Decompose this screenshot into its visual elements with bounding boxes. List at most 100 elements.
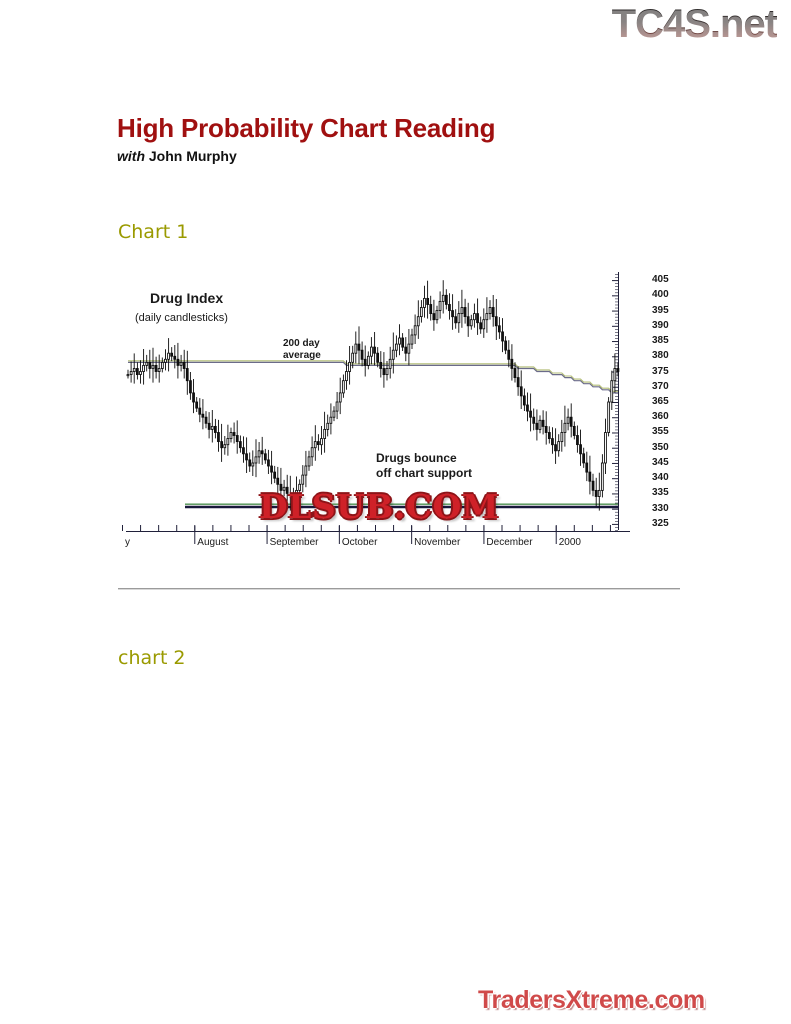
candle-body — [460, 307, 464, 315]
candle-body — [207, 422, 211, 430]
candle-body — [126, 374, 130, 377]
candle-body — [366, 355, 370, 366]
footer-brand-logo: TradersXtreme.com — [478, 986, 705, 1014]
candle-body — [469, 319, 473, 327]
chart-1-figure: Drug Index (daily candlesticks) 200 day … — [118, 268, 680, 560]
candle-body — [419, 307, 423, 318]
candle-body — [382, 368, 386, 376]
candle-body — [535, 422, 539, 430]
candle-body — [466, 316, 470, 327]
candle-body — [444, 294, 448, 305]
candle-body — [338, 392, 342, 403]
support-annotation-line-1: Drugs bounce — [376, 451, 457, 465]
site-brand-logo: TC4S.net — [611, 2, 778, 46]
byline-prefix: with — [117, 148, 145, 164]
candle-body — [563, 422, 567, 433]
candle-body — [526, 404, 529, 412]
candle-body — [160, 361, 164, 369]
candle-body — [576, 435, 579, 446]
candle-body — [263, 453, 267, 461]
candle-body — [201, 413, 205, 418]
candle-body — [519, 386, 523, 397]
candle-body — [326, 422, 330, 430]
candle-body — [189, 380, 192, 394]
candle-body — [291, 496, 295, 499]
byline: with John Murphy — [117, 148, 237, 164]
candle-body — [597, 489, 601, 497]
candle-body — [273, 471, 277, 479]
candle-body — [604, 432, 607, 464]
candle-body — [195, 401, 199, 409]
candle-body — [335, 401, 339, 412]
candle-body — [157, 368, 161, 372]
candle-body — [285, 486, 289, 494]
candle-body — [304, 465, 308, 476]
candle-body — [544, 425, 548, 433]
candle-body — [547, 432, 551, 440]
support-annotation: Drugs bounce off chart support — [376, 451, 472, 481]
candle-body — [404, 346, 408, 354]
candle-body — [429, 304, 433, 315]
candle-body — [345, 371, 348, 382]
candle-body — [223, 444, 227, 449]
candle-body — [348, 361, 351, 372]
support-line — [185, 503, 618, 509]
candlestick-chart-svg — [118, 268, 680, 560]
candle-body — [423, 297, 426, 308]
candle-body — [454, 316, 458, 324]
candle-body — [538, 419, 542, 430]
candle-body — [479, 322, 483, 330]
price-axis-label: 335 — [652, 487, 669, 499]
candle-body — [588, 471, 592, 482]
candle-body — [176, 358, 180, 366]
candle-body — [607, 401, 611, 433]
candle-body — [476, 313, 479, 324]
candle-body — [298, 483, 302, 491]
candle-body — [217, 432, 220, 443]
candle-body — [151, 364, 155, 369]
candle-body — [307, 456, 311, 467]
candle-body — [323, 428, 327, 439]
candle-body — [173, 355, 177, 360]
candle-body — [316, 441, 320, 446]
candle-body — [167, 352, 170, 360]
moving-average-annotation: 200 day average — [283, 338, 321, 362]
candle-body — [388, 358, 392, 369]
price-axis-label: 385 — [652, 335, 669, 347]
candle-body — [432, 313, 436, 321]
candle-body — [438, 300, 442, 311]
price-axis-label: 350 — [652, 441, 669, 453]
candle-body — [516, 377, 520, 388]
support-annotation-line-2: off chart support — [376, 466, 472, 480]
price-axis-label: 380 — [652, 350, 669, 362]
candle-body — [232, 432, 236, 436]
candle-body — [185, 368, 189, 382]
candle-body — [282, 486, 286, 491]
price-axis-label: 355 — [652, 426, 669, 438]
candle-body — [463, 307, 467, 318]
price-axis-label: 405 — [652, 274, 669, 286]
candle-body — [220, 441, 224, 449]
price-axis-label: 395 — [652, 304, 669, 316]
candle-body — [310, 447, 314, 458]
byline-author: John Murphy — [148, 148, 237, 164]
month-axis-label: October — [341, 537, 378, 548]
candle-body — [238, 441, 242, 449]
candle-body — [532, 416, 536, 424]
candlestick-series — [126, 280, 620, 511]
candle-body — [341, 380, 345, 394]
candle-body — [295, 489, 298, 497]
candle-body — [401, 337, 405, 348]
candle-body — [139, 371, 142, 375]
ma-annotation-line-1: 200 day — [283, 338, 320, 349]
candle-body — [132, 368, 136, 372]
candle-body — [154, 364, 158, 372]
candle-body — [410, 334, 414, 345]
candle-body — [242, 447, 245, 455]
candle-body — [560, 432, 564, 443]
price-axis-label: 325 — [652, 517, 669, 529]
section-divider — [118, 588, 680, 590]
candle-body — [235, 435, 239, 443]
price-axis-label: 370 — [652, 380, 669, 392]
moving-average-highlight — [128, 360, 618, 392]
